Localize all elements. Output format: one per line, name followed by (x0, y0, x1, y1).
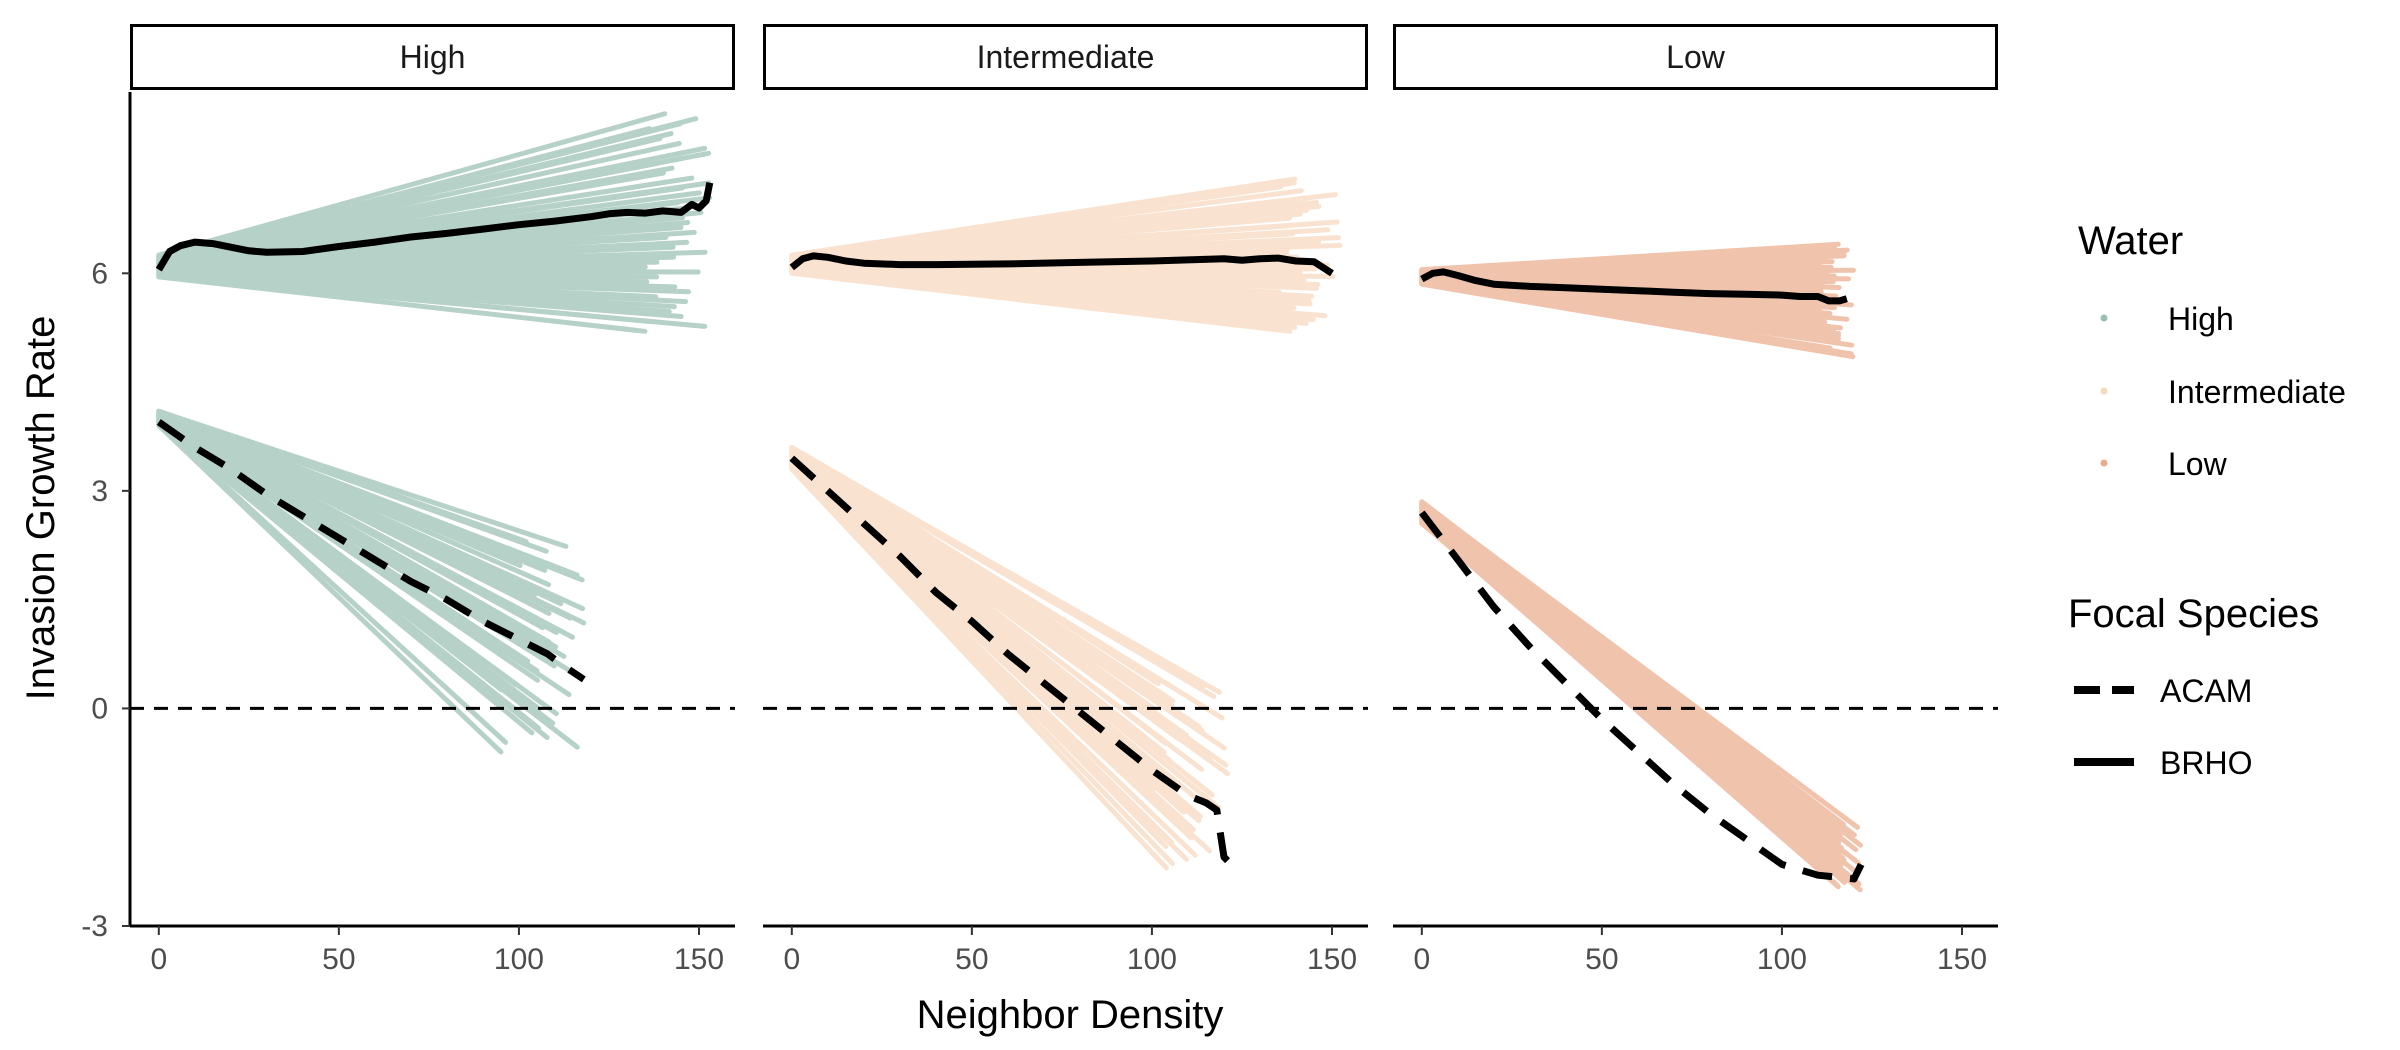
ribbon-high-brho (156, 111, 713, 334)
y-tick-label-0: 0 (91, 692, 108, 725)
y-tick-label-3: 3 (91, 475, 108, 508)
legend-species-title: Focal Species (2068, 592, 2319, 636)
series-line-high-acam (156, 419, 586, 683)
ribbon-curve-high-brho-44 (156, 111, 668, 258)
x-tick-label-high-100: 100 (494, 943, 544, 976)
ribbon-curve-intermediate-brho-39 (789, 176, 1298, 258)
legend-water-key-high (2100, 314, 2108, 322)
ribbon-low-acam (1419, 499, 1864, 893)
facet-strip-label-low: Low (1666, 39, 1726, 75)
x-tick-label-intermediate-50: 50 (955, 943, 988, 976)
ribbon-curve-intermediate-acam-10 (789, 461, 1157, 828)
ribbon-intermediate-brho (789, 176, 1343, 334)
x-tick-label-low-150: 150 (1937, 943, 1987, 976)
axes-layer: -3 0 3 6 High 0 50 100 150 Intermediate 0 50 100 150 L… (81, 24, 1998, 976)
x-tick-label-intermediate-100: 100 (1127, 943, 1177, 976)
legend: Water High Intermediate Low Focal Specie… (2068, 219, 2346, 781)
x-tick-label-intermediate-0: 0 (783, 943, 800, 976)
legend-species-label-acam: ACAM (2160, 673, 2252, 709)
ribbon-low-brho (1419, 241, 1856, 360)
x-axis-title: Neighbor Density (917, 993, 1224, 1037)
series-line-intermediate-acam (789, 455, 1234, 867)
x-tick-label-intermediate-150: 150 (1307, 943, 1357, 976)
facet-strip-intermediate (763, 24, 1368, 90)
ribbon-curve-intermediate-acam-44 (789, 444, 1194, 682)
series-line-high-brho (155, 182, 714, 272)
ribbon-curve-high-acam-26 (156, 414, 546, 631)
legend-species-label-brho: BRHO (2160, 745, 2252, 781)
ribbon-layer (156, 111, 1864, 893)
ribbon-curve-low-acam-44 (1419, 499, 1847, 827)
series-layer (130, 182, 1998, 883)
series-line-intermediate-brho (789, 252, 1334, 277)
facet-strip-low (1393, 24, 1998, 90)
series-line-low-acam (1419, 510, 1865, 883)
ribbon-curve-high-acam-44 (156, 408, 529, 545)
ribbon-curve-intermediate-acam-43 (789, 445, 1161, 687)
series-line-low-brho (1420, 268, 1848, 305)
x-tick-label-low-50: 50 (1585, 943, 1618, 976)
facet-strip-high (130, 24, 735, 90)
legend-water-label-low: Low (2168, 446, 2228, 482)
x-tick-label-high-150: 150 (674, 943, 724, 976)
ribbon-curve-low-brho-39 (1419, 241, 1841, 273)
legend-water-label-high: High (2168, 301, 2234, 337)
ribbon-curve-high-acam-34 (156, 411, 521, 592)
x-tick-label-high-50: 50 (322, 943, 355, 976)
ribbon-curve-high-brho-43 (156, 116, 699, 259)
facet-strip-label-intermediate: Intermediate (977, 39, 1155, 75)
ribbon-curve-high-acam-41 (156, 409, 509, 559)
x-tick-label-high-0: 0 (150, 943, 167, 976)
ribbon-curve-high-acam-2 (156, 422, 509, 745)
y-tick-label--3: -3 (81, 910, 108, 943)
legend-water-label-intermediate: Intermediate (2168, 374, 2346, 410)
ribbon-curve-intermediate-acam-21 (789, 456, 1167, 781)
legend-water-key-low (2100, 459, 2108, 467)
facet-strip-label-high: High (400, 39, 466, 75)
legend-water-key-intermediate (2100, 387, 2108, 395)
legend-water-title: Water (2078, 219, 2183, 263)
y-axis-title: Invasion Growth Rate (19, 316, 63, 701)
x-tick-label-low-0: 0 (1413, 943, 1430, 976)
x-tick-label-low-100: 100 (1757, 943, 1807, 976)
y-tick-label-6: 6 (91, 257, 108, 290)
